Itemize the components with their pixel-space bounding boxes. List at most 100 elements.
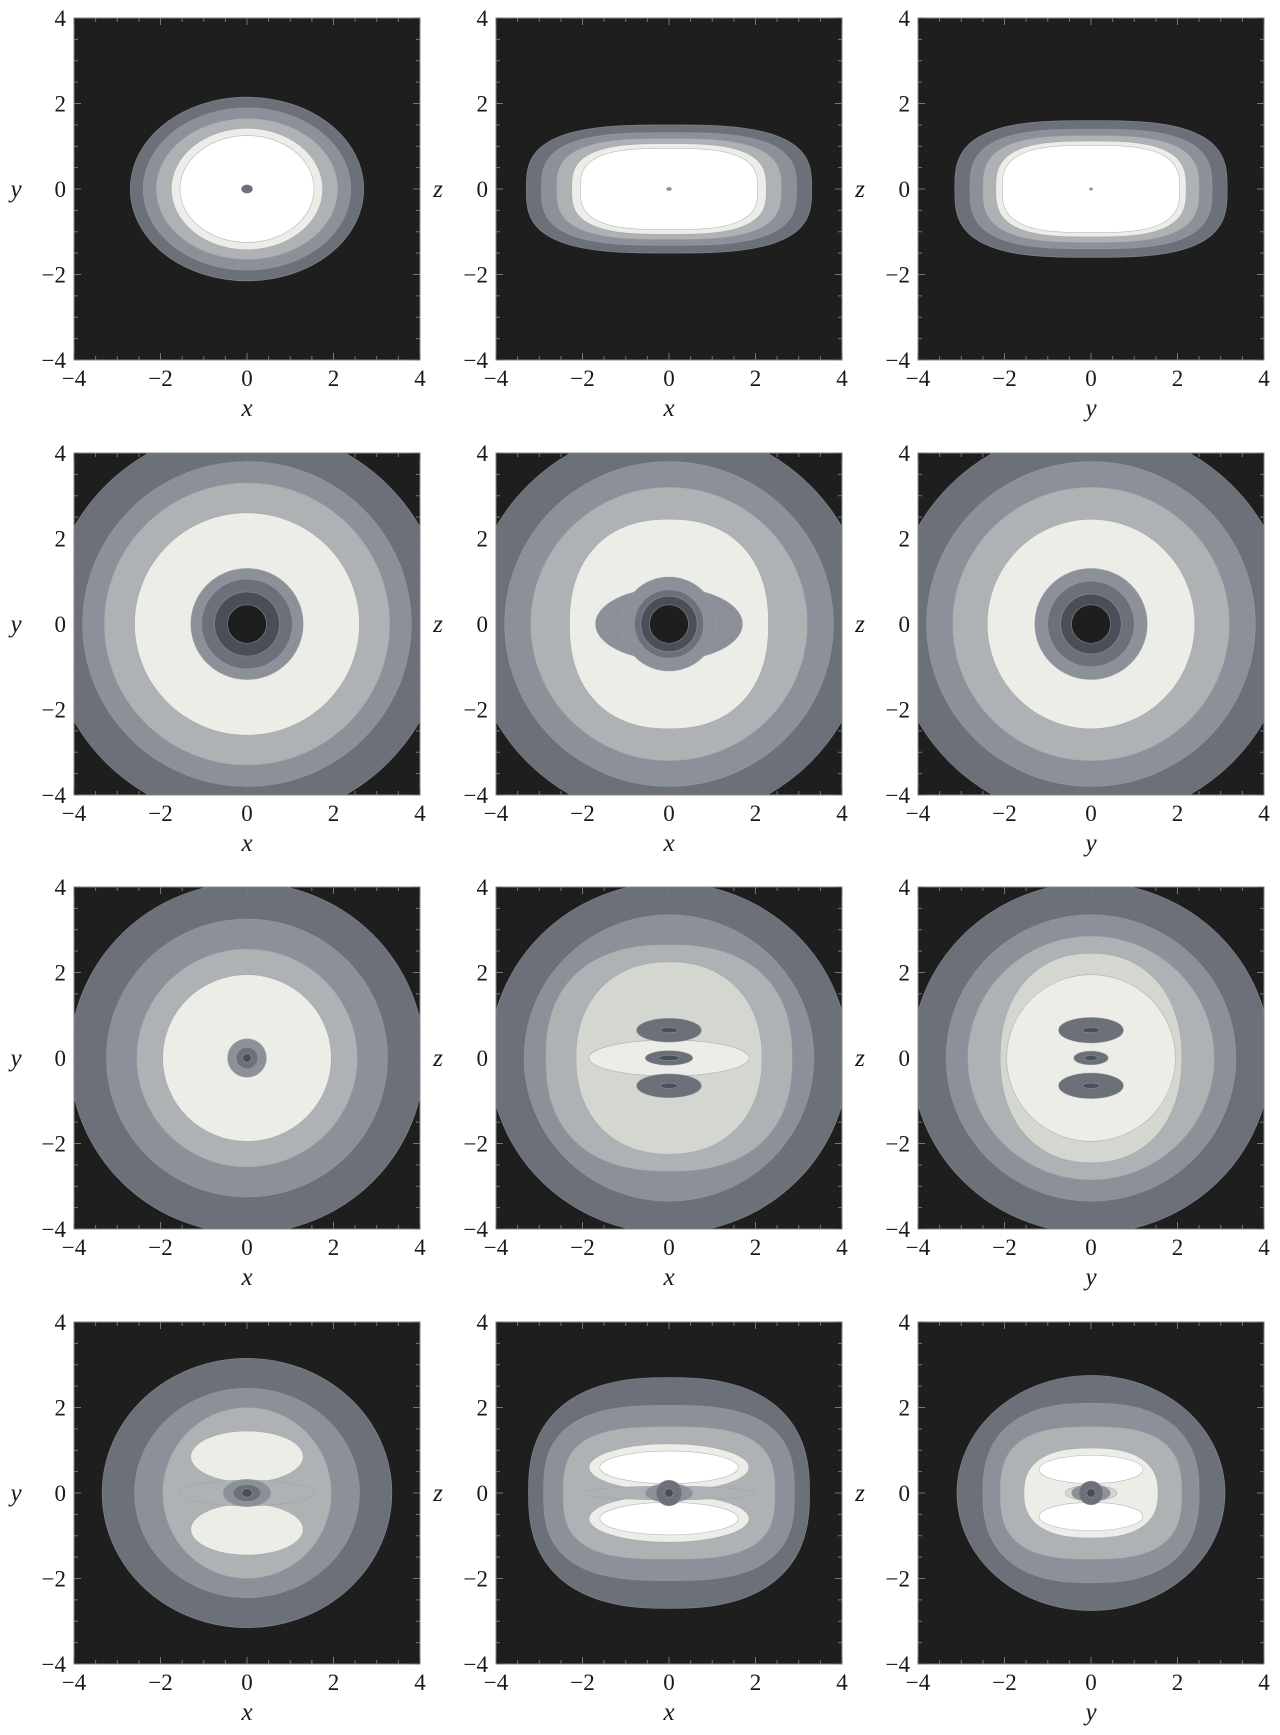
y-tick-label: −4 xyxy=(464,783,489,808)
x-tick-label: −4 xyxy=(62,1670,87,1695)
y-tick-label: 0 xyxy=(899,177,911,202)
x-tick-label: 0 xyxy=(1085,1235,1097,1260)
x-tick-label: 4 xyxy=(1258,1235,1270,1260)
x-tick-label: 2 xyxy=(328,366,340,391)
contour-level-0 xyxy=(227,604,267,644)
x-tick-label: −4 xyxy=(906,801,931,826)
y-tick-label: 2 xyxy=(477,1396,489,1421)
contour-level-6 xyxy=(190,1430,304,1483)
y-tick-label: 4 xyxy=(899,441,911,466)
y-tick-label: −2 xyxy=(886,1567,910,1592)
x-tick-label: −2 xyxy=(992,1235,1016,1260)
contour-level-7 xyxy=(599,1502,739,1536)
y-tick-label: −2 xyxy=(464,698,488,723)
y-tick-label: 0 xyxy=(477,177,489,202)
x-axis-label: x xyxy=(662,395,674,422)
x-axis-label: x xyxy=(240,830,252,857)
y-tick-label: 4 xyxy=(899,875,911,900)
x-axis-label: x xyxy=(662,1264,674,1291)
x-tick-label: −4 xyxy=(62,801,87,826)
y-tick-label: 0 xyxy=(899,612,911,637)
x-axis-label: x xyxy=(662,830,674,857)
y-tick-label: −4 xyxy=(886,783,911,808)
panel-row4-xy: −4−4 −2 −2 0 0 2 2 4 4 x y xyxy=(7,1310,426,1726)
x-tick-label: −2 xyxy=(992,801,1016,826)
x-tick-label: 2 xyxy=(750,801,762,826)
contour-level-2 xyxy=(241,184,253,194)
contour-level-0 xyxy=(1071,604,1111,644)
contour-layers xyxy=(496,453,842,795)
panel-row1-yz: −4−4 −2 −2 0 0 2 2 4 4 y z xyxy=(854,6,1270,422)
y-tick-label: −2 xyxy=(886,1132,910,1157)
x-tick-label: −2 xyxy=(570,1670,594,1695)
x-tick-label: −4 xyxy=(62,366,87,391)
y-axis-label: y xyxy=(7,1045,22,1072)
x-tick-label: 4 xyxy=(414,1235,426,1260)
x-tick-label: 0 xyxy=(663,801,675,826)
contour-level-1 xyxy=(1082,1027,1100,1034)
contour-level-1 xyxy=(660,1027,678,1034)
x-tick-label: 4 xyxy=(836,801,848,826)
x-tick-label: 4 xyxy=(836,366,848,391)
contour-layers xyxy=(101,1358,393,1628)
panel-row3-xz: −4−4 −2 −2 0 0 2 2 4 4 x z xyxy=(432,875,848,1291)
contour-layers xyxy=(74,887,420,1229)
y-tick-label: −2 xyxy=(42,698,66,723)
y-tick-label: −2 xyxy=(464,1132,488,1157)
contour-level-1 xyxy=(1084,1055,1098,1061)
y-tick-label: 0 xyxy=(55,1046,67,1071)
y-tick-label: 4 xyxy=(477,875,489,900)
y-tick-label: 2 xyxy=(899,527,911,552)
contour-level-1 xyxy=(1082,1082,1100,1089)
x-tick-label: −2 xyxy=(570,1235,594,1260)
x-tick-label: −2 xyxy=(148,1670,172,1695)
x-tick-label: 0 xyxy=(241,801,253,826)
x-tick-label: 4 xyxy=(414,1670,426,1695)
y-tick-label: 4 xyxy=(55,875,67,900)
y-tick-label: 4 xyxy=(477,441,489,466)
x-tick-label: 0 xyxy=(1085,1670,1097,1695)
y-tick-label: 2 xyxy=(55,1396,67,1421)
x-tick-label: 2 xyxy=(328,801,340,826)
y-axis-label: z xyxy=(432,1480,443,1507)
x-axis-label: x xyxy=(240,1699,252,1726)
x-tick-label: 2 xyxy=(1172,366,1184,391)
contour-layers xyxy=(956,1375,1226,1611)
x-tick-label: −4 xyxy=(906,366,931,391)
panel-row2-yz: −4−4 −2 −2 0 0 2 2 4 4 y z xyxy=(854,441,1270,857)
y-tick-label: 2 xyxy=(477,92,489,117)
y-tick-label: 4 xyxy=(55,6,67,31)
x-tick-label: 2 xyxy=(1172,801,1184,826)
contour-layers xyxy=(954,120,1228,258)
x-tick-label: 0 xyxy=(663,366,675,391)
x-axis-label: x xyxy=(240,1264,252,1291)
panel-row1-xy: −4−4 −2 −2 0 0 2 2 4 4 x y xyxy=(7,6,426,422)
contour-layers xyxy=(528,1377,810,1609)
contour-layers xyxy=(918,453,1264,795)
y-axis-label: z xyxy=(854,1480,865,1507)
x-tick-label: 2 xyxy=(328,1670,340,1695)
panel-row3-yz: −4−4 −2 −2 0 0 2 2 4 4 y z xyxy=(854,875,1270,1291)
x-tick-label: 2 xyxy=(1172,1235,1184,1260)
contour-layers xyxy=(129,96,365,282)
y-tick-label: −4 xyxy=(42,348,67,373)
x-axis-label: x xyxy=(240,395,252,422)
y-tick-label: −2 xyxy=(464,263,488,288)
contour-layers xyxy=(525,124,813,254)
y-tick-label: −4 xyxy=(886,1652,911,1677)
x-axis-label: y xyxy=(1082,1699,1097,1726)
contour-level-7 xyxy=(599,1450,739,1484)
y-tick-label: 0 xyxy=(477,612,489,637)
contour-layers xyxy=(496,887,842,1229)
x-axis-label: y xyxy=(1082,395,1097,422)
x-tick-label: 0 xyxy=(241,1670,253,1695)
y-tick-label: −2 xyxy=(42,263,66,288)
y-tick-label: −4 xyxy=(42,783,67,808)
y-tick-label: 0 xyxy=(477,1481,489,1506)
x-tick-label: −4 xyxy=(484,801,509,826)
y-tick-label: 2 xyxy=(55,527,67,552)
x-tick-label: 4 xyxy=(1258,1670,1270,1695)
contour-level-1 xyxy=(660,1082,678,1089)
y-tick-label: −4 xyxy=(886,348,911,373)
x-tick-label: 4 xyxy=(836,1670,848,1695)
